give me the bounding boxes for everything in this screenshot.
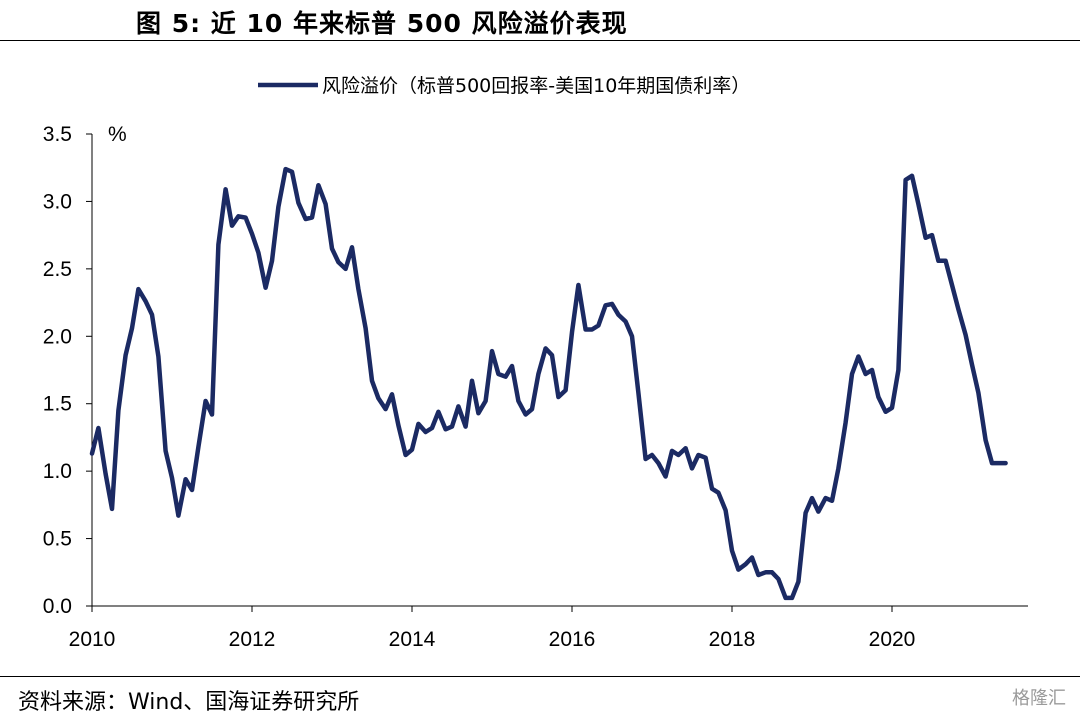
x-tick-label: 2014 xyxy=(389,628,436,651)
y-tick-label: 2.0 xyxy=(43,325,72,348)
x-axis-ticks: 2010 2012 2014 2016 2018 2020 xyxy=(69,606,916,651)
x-tick-label: 2010 xyxy=(69,628,116,651)
watermark: 格隆汇 xyxy=(1012,688,1066,709)
y-tick-label: 2.5 xyxy=(43,258,72,281)
x-tick-label: 2016 xyxy=(549,628,596,651)
legend-label: 风险溢价（标普500回报率-美国10年期国债利率） xyxy=(322,75,750,97)
series-line-risk-premium xyxy=(89,166,1008,601)
y-tick-label: 1.0 xyxy=(43,460,72,483)
x-tick-label: 2012 xyxy=(229,628,276,651)
y-tick-label: 0.0 xyxy=(43,595,72,618)
source-note: 资料来源：Wind、国海证券研究所 xyxy=(18,690,360,715)
top-rule xyxy=(0,40,1080,41)
axes xyxy=(91,134,1028,607)
x-tick-label: 2018 xyxy=(709,628,756,651)
y-axis-unit-label: % xyxy=(108,123,127,146)
figure-title: 图 5: 近 10 年来标普 500 风险溢价表现 xyxy=(136,9,628,38)
y-tick-label: 0.5 xyxy=(43,528,72,551)
y-tick-label: 3.0 xyxy=(43,190,72,213)
y-axis-ticks: 0.0 0.5 1.0 1.5 2.0 2.5 3.0 3.5 xyxy=(43,123,92,618)
y-tick-label: 1.5 xyxy=(43,393,72,416)
x-tick-label: 2020 xyxy=(869,628,916,651)
y-tick-label: 3.5 xyxy=(43,123,72,146)
legend: 风险溢价（标普500回报率-美国10年期国债利率） xyxy=(258,75,750,97)
chart: 风险溢价（标普500回报率-美国10年期国债利率） % 0.0 0.5 1.0 1.5… xyxy=(43,75,1028,651)
bottom-rule xyxy=(0,676,1080,677)
